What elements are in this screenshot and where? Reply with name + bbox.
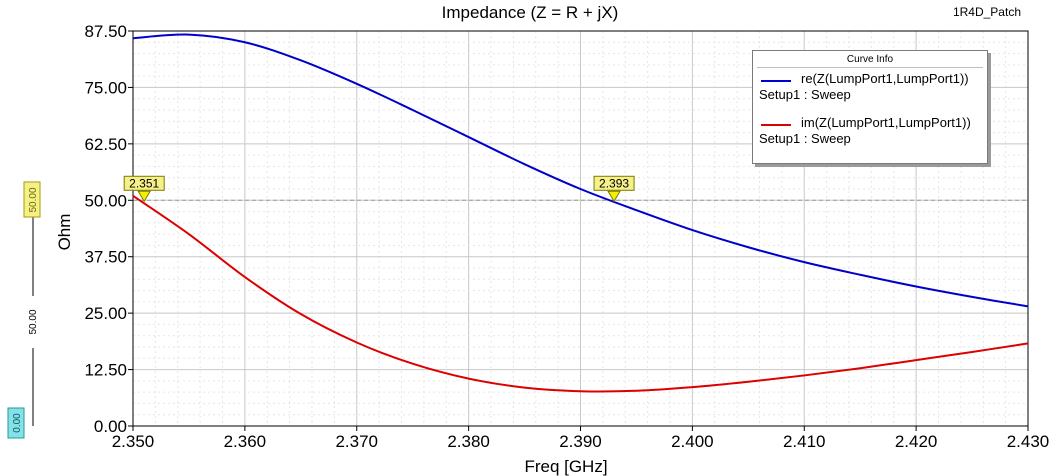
y-tick-label: 12.50 [84, 361, 127, 380]
side-axis-bottom-value: 0.00 [12, 413, 23, 433]
side-axis-top-value: 50.00 [28, 187, 39, 212]
y-tick-label: 75.00 [84, 78, 127, 97]
side-axis-mid-value: 50.00 [28, 309, 39, 334]
marker[interactable]: 2.351 [123, 175, 165, 203]
x-tick-label: 2.430 [1007, 432, 1050, 451]
side-axis-top-badge: 50.00 [23, 181, 41, 218]
y-tick-label: 62.50 [84, 135, 127, 154]
series-lines [132, 33, 1029, 393]
marker[interactable]: 2.393 [593, 175, 635, 203]
legend-entry-im[interactable]: im(Z(LumpPort1,LumpPort1)) Setup1 : Swee… [753, 112, 987, 156]
marker-label-bg [593, 175, 635, 191]
legend-entry-name: re(Z(LumpPort1,LumpPort1)) [801, 71, 969, 86]
x-tick-label: 2.380 [447, 432, 490, 451]
x-axis-label: Freq [GHz] [524, 457, 607, 476]
curve-info-legend[interactable]: Curve Info re(Z(LumpPort1,LumpPort1)) Se… [752, 50, 988, 164]
y-tick-label: 0.00 [94, 417, 127, 436]
series-line-real [132, 33, 1029, 308]
marker-label: 2.393 [599, 176, 629, 190]
legend-entry-re[interactable]: re(Z(LumpPort1,LumpPort1)) Setup1 : Swee… [753, 68, 987, 112]
legend-swatch-re [761, 80, 791, 82]
series-line-imag [132, 194, 1029, 393]
x-tick-labels: 2.350 2.360 2.370 2.380 2.390 2.400 2.410 2.420… [112, 426, 1050, 451]
side-axis-mid-bg [26, 296, 40, 348]
design-name-label: 1R4D_Patch [952, 5, 1021, 19]
y-tick-label: 37.50 [84, 248, 127, 267]
x-tick-label: 2.400 [671, 432, 714, 451]
x-tick-label: 2.420 [895, 432, 938, 451]
marker-label-bg [123, 175, 165, 191]
y-tick-label: 50.00 [84, 191, 127, 210]
y-tick-label: 25.00 [84, 304, 127, 323]
legend-entry-setup: Setup1 : Sweep [759, 87, 851, 102]
markers: 2.351 2.393 [123, 175, 635, 203]
y-axis-label: Ohm [55, 214, 74, 251]
legend-title: Curve Info [757, 51, 983, 68]
x-tick-label: 2.350 [112, 432, 155, 451]
legend-entry-setup: Setup1 : Sweep [759, 131, 851, 146]
x-tick-label: 2.360 [224, 432, 267, 451]
marker-pointer [137, 190, 152, 203]
x-tick-label: 2.410 [783, 432, 826, 451]
marker-pointer [607, 190, 621, 203]
marker-label: 2.351 [129, 176, 159, 190]
legend-entry-name: im(Z(LumpPort1,LumpPort1)) [801, 115, 971, 130]
x-tick-label: 2.370 [335, 432, 378, 451]
chart-title: Impedance (Z = R + jX) [442, 3, 619, 22]
x-tick-label: 2.390 [559, 432, 602, 451]
y-tick-label: 87.50 [84, 22, 127, 41]
side-axis-bottom-badge: 0.00 [7, 407, 25, 439]
legend-swatch-im [761, 124, 791, 126]
y-tick-labels: 0.00 12.50 25.00 37.50 50.00 62.50 75.00 87.50 [84, 22, 133, 436]
